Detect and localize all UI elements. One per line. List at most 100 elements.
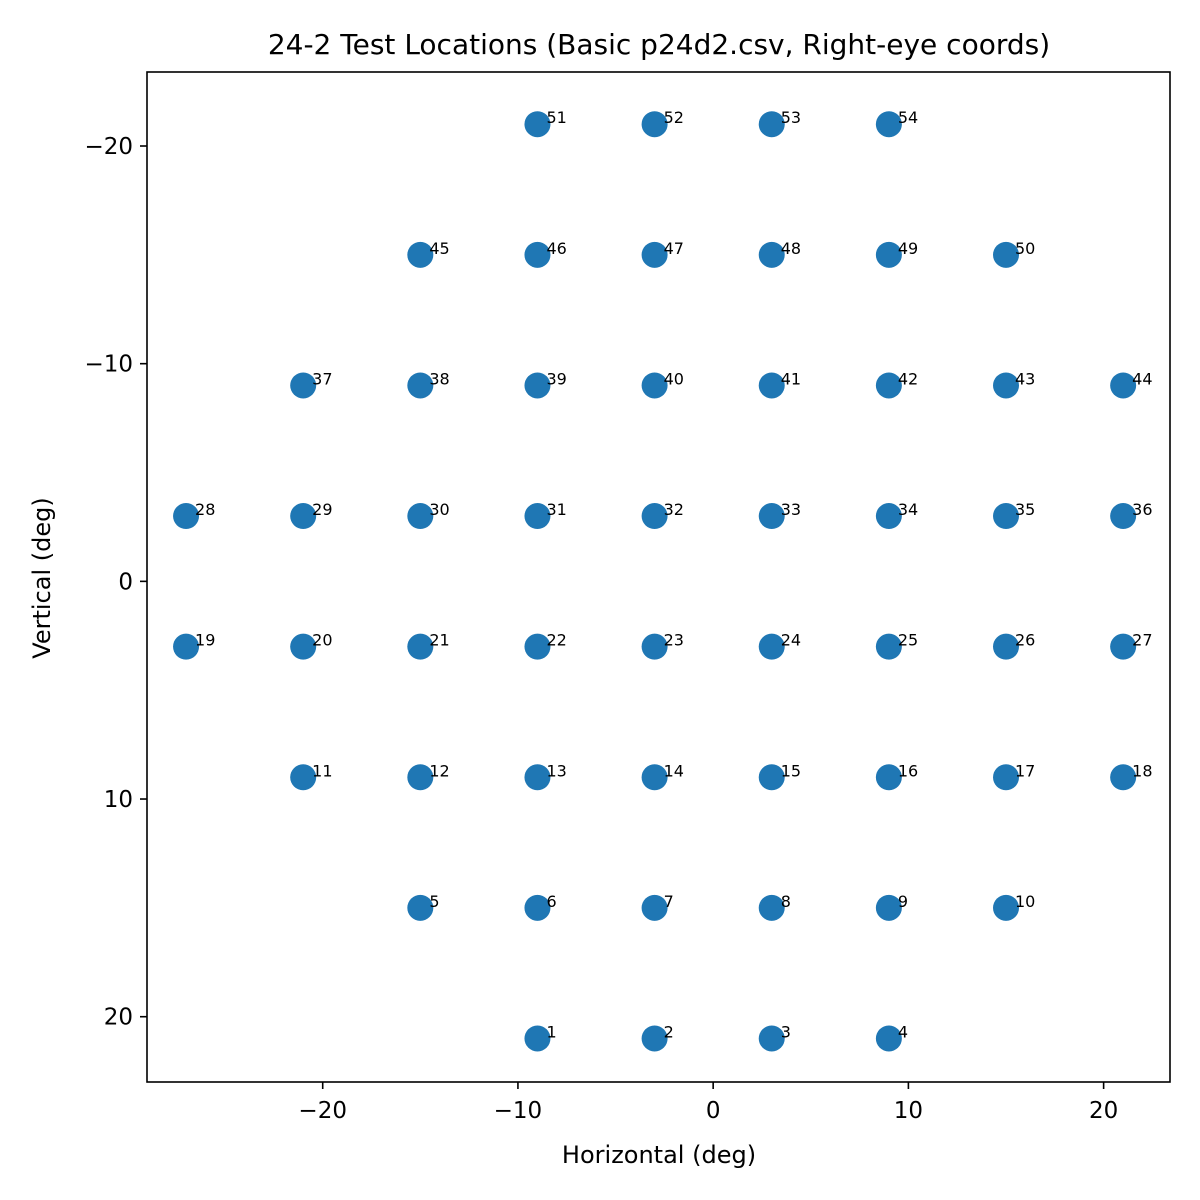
axis-ticks: −20 −10 0 10 20 −20 −10 0 10 20 [84, 134, 1118, 1124]
data-point-label: 13 [546, 761, 566, 780]
x-tick-label: 0 [706, 1098, 721, 1124]
data-point [407, 372, 434, 399]
data-point [875, 241, 902, 268]
x-tick-label: −10 [494, 1098, 543, 1124]
data-point-label: 18 [1132, 761, 1152, 780]
data-point [993, 764, 1020, 791]
data-point-label: 39 [546, 369, 566, 388]
data-point [524, 241, 551, 268]
y-tick-label: 10 [104, 787, 133, 813]
data-point [758, 894, 785, 921]
data-point [758, 111, 785, 138]
data-point [641, 111, 668, 138]
data-point [875, 503, 902, 530]
data-point-label: 8 [781, 892, 791, 911]
data-point [758, 764, 785, 791]
data-point [290, 503, 317, 530]
data-point [993, 241, 1020, 268]
data-point [758, 633, 785, 660]
data-point [641, 764, 668, 791]
data-point-label: 31 [546, 500, 566, 519]
data-point [407, 503, 434, 530]
y-tick-label: 20 [104, 1005, 133, 1031]
data-point [1110, 764, 1137, 791]
data-point [173, 633, 200, 660]
data-point [524, 1025, 551, 1052]
x-tick-label: −20 [298, 1098, 347, 1124]
data-point [407, 633, 434, 660]
data-point [407, 764, 434, 791]
data-point-label: 6 [546, 892, 556, 911]
data-point-label: 17 [1015, 761, 1035, 780]
data-point-label: 32 [664, 500, 684, 519]
data-point-label: 11 [312, 761, 332, 780]
data-point-label: 28 [195, 500, 215, 519]
data-point [875, 894, 902, 921]
data-point [641, 633, 668, 660]
x-tick-label: 20 [1089, 1098, 1118, 1124]
data-point [524, 894, 551, 921]
data-point-label: 10 [1015, 892, 1035, 911]
data-point-label: 35 [1015, 500, 1035, 519]
data-point-label: 38 [429, 369, 449, 388]
data-point [993, 372, 1020, 399]
data-point-label: 47 [664, 239, 684, 258]
data-point [758, 241, 785, 268]
data-point [524, 764, 551, 791]
data-point-label: 53 [781, 108, 801, 127]
data-point-label: 49 [898, 239, 918, 258]
data-point [875, 372, 902, 399]
data-point-label: 7 [664, 892, 674, 911]
data-point-label: 4 [898, 1022, 908, 1041]
data-point-label: 43 [1015, 369, 1035, 388]
data-point-label: 29 [312, 500, 332, 519]
data-point-label: 42 [898, 369, 918, 388]
data-point [641, 372, 668, 399]
data-point-label: 21 [429, 631, 449, 650]
data-point [407, 894, 434, 921]
data-point [993, 894, 1020, 921]
data-point [641, 503, 668, 530]
data-point-label: 46 [546, 239, 566, 258]
data-point [875, 633, 902, 660]
data-point [290, 764, 317, 791]
plot-frame [146, 71, 1171, 1083]
data-point-label: 19 [195, 631, 215, 650]
data-point-label: 26 [1015, 631, 1035, 650]
data-point-label: 12 [429, 761, 449, 780]
data-point-label: 36 [1132, 500, 1152, 519]
data-point [173, 503, 200, 530]
data-point [1110, 372, 1137, 399]
data-point-label: 5 [429, 892, 439, 911]
data-point [290, 372, 317, 399]
data-point-label: 14 [664, 761, 684, 780]
data-point [1110, 503, 1137, 530]
data-point [875, 111, 902, 138]
data-point-label: 25 [898, 631, 918, 650]
y-tick-label: −10 [84, 352, 133, 378]
data-point [993, 633, 1020, 660]
data-point-label: 9 [898, 892, 908, 911]
data-point-label: 51 [546, 108, 566, 127]
data-point-label: 37 [312, 369, 332, 388]
data-point [993, 503, 1020, 530]
data-point [641, 241, 668, 268]
data-point [641, 1025, 668, 1052]
data-point-label: 16 [898, 761, 918, 780]
data-point [407, 241, 434, 268]
data-point-label: 50 [1015, 239, 1035, 258]
chart-title: 24-2 Test Locations (Basic p24d2.csv, Ri… [268, 28, 1050, 61]
x-axis-label: Horizontal (deg) [562, 1141, 756, 1169]
data-point-label: 41 [781, 369, 801, 388]
data-point-label: 22 [546, 631, 566, 650]
data-point [758, 372, 785, 399]
data-point [758, 1025, 785, 1052]
data-point [524, 111, 551, 138]
data-point [875, 764, 902, 791]
data-point-label: 15 [781, 761, 801, 780]
data-point-label: 2 [664, 1022, 674, 1041]
data-point [875, 1025, 902, 1052]
data-point-label: 44 [1132, 369, 1152, 388]
